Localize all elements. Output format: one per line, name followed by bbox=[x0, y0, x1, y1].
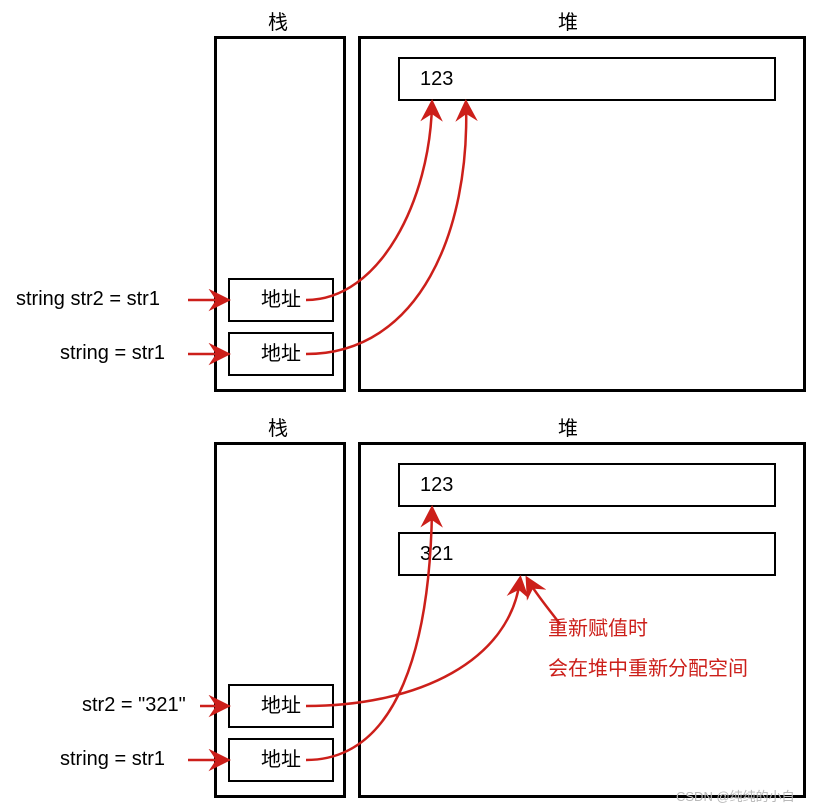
panel2-label-bottom: string = str1 bbox=[60, 748, 165, 771]
panel2-heap-cell-123-text: 123 bbox=[420, 474, 453, 496]
panel2-heap-title: 堆 bbox=[558, 412, 578, 441]
panel1-heap-cell-123-text: 123 bbox=[420, 68, 453, 90]
panel1-stack-title: 栈 bbox=[268, 6, 288, 35]
panel2-stack-cell-bottom-text: 地址 bbox=[261, 749, 301, 771]
panel1-label-bottom: string = str1 bbox=[60, 342, 165, 365]
panel2-stack-title: 栈 bbox=[268, 412, 288, 441]
panel2-stack-cell-bottom: 地址 bbox=[228, 738, 334, 782]
panel2-annotation-line1: 重新赋值时 bbox=[548, 612, 648, 641]
panel1-heap-cell-123: 123 bbox=[398, 57, 776, 101]
panel2-label-top: str2 = "321" bbox=[82, 694, 186, 717]
panel2-stack-cell-top-text: 地址 bbox=[261, 695, 301, 717]
panel1-stack-cell-bottom: 地址 bbox=[228, 332, 334, 376]
panel2-stack-cell-top: 地址 bbox=[228, 684, 334, 728]
panel2-heap-cell-321-text: 321 bbox=[420, 543, 453, 565]
panel1-heap-title: 堆 bbox=[558, 6, 578, 35]
panel2-heap-cell-321: 321 bbox=[398, 532, 776, 576]
panel2-heap-cell-123: 123 bbox=[398, 463, 776, 507]
panel1-stack-cell-bottom-text: 地址 bbox=[261, 343, 301, 365]
panel2-annotation-line2: 会在堆中重新分配空间 bbox=[548, 652, 748, 681]
panel1-label-top: string str2 = str1 bbox=[16, 288, 160, 311]
panel1-stack-cell-top-text: 地址 bbox=[261, 289, 301, 311]
watermark: CSDN @纯纯的小白 bbox=[676, 786, 795, 805]
panel1-stack-cell-top: 地址 bbox=[228, 278, 334, 322]
